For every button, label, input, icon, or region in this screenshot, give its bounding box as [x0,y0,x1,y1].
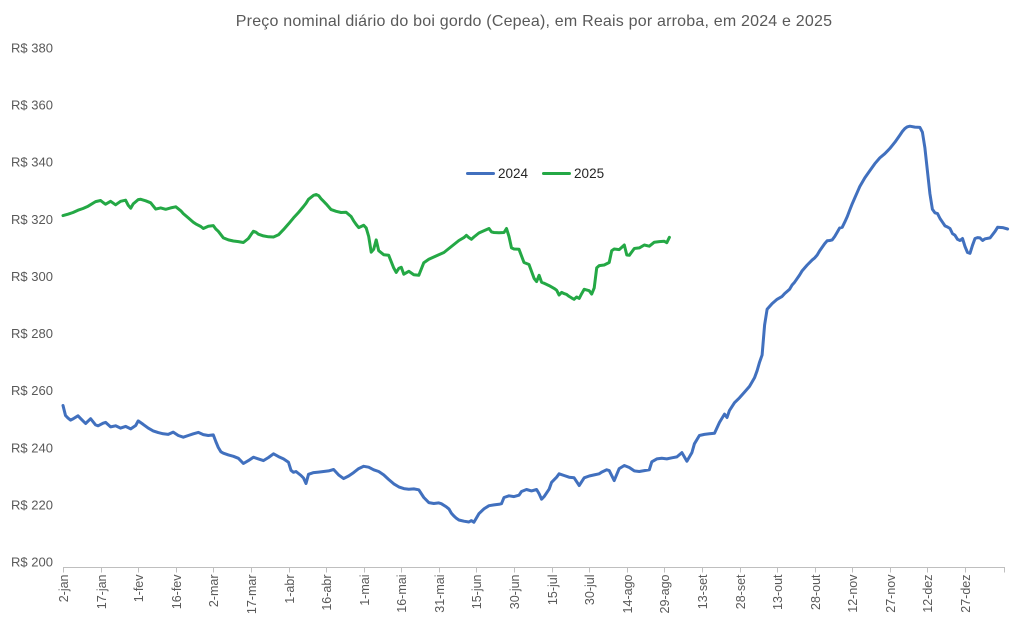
x-tick-label: 16-fev [170,574,184,609]
legend-swatch-2024-line-icon [466,172,495,175]
legend-item-2025[interactable]: 2025 [542,166,604,181]
y-tick-label: R$ 380 [11,41,53,56]
x-tick-label: 17-mar [245,575,259,615]
x-tick-label: 27-dez [959,575,973,613]
y-tick-label: R$ 360 [11,98,53,113]
x-tick-label: 28-set [734,574,748,609]
x-tick-label: 16-mai [395,575,409,613]
series-line-2024[interactable] [61,124,1010,524]
x-tick-label: 27-nov [884,574,898,613]
x-tick-label: 1-mai [358,575,372,606]
y-tick-label: R$ 300 [11,269,53,284]
x-tick-label: 1-abr [283,575,297,604]
chart-legend: 2024 2025 [466,166,604,181]
series-line-2025[interactable] [61,193,671,301]
y-tick-label: R$ 240 [11,440,53,455]
y-tick-label: R$ 340 [11,155,53,170]
x-tick-label: 2-mar [207,575,221,608]
x-tick-label: 17-jan [95,574,109,609]
x-tick-label: 14-ago [621,574,635,613]
x-tick-label: 30-jun [508,574,522,609]
y-tick-label: R$ 320 [11,212,53,227]
y-tick-label: R$ 280 [11,326,53,341]
x-tick-label: 28-out [809,574,823,610]
y-tick-label: R$ 200 [11,555,53,570]
x-tick-label: 13-set [696,574,710,609]
legend-label-2025: 2025 [574,166,605,181]
x-tick-label: 2-jan [57,574,71,602]
x-tick-label: 31-mai [433,575,447,613]
x-tick-label: 29-ago [658,574,672,613]
x-tick-label: 12-nov [846,574,860,613]
legend-swatch-2025-line-icon [542,172,572,175]
legend-item-2024[interactable]: 2024 [466,166,528,181]
legend-label-2024: 2024 [498,166,529,181]
chart-title: Preço nominal diário do boi gordo (Cepea… [235,13,833,30]
x-tick-label: 15-jun [470,574,484,609]
x-tick-label: 12-dez [921,575,935,613]
y-tick-label: R$ 260 [11,383,53,398]
y-tick-label: R$ 220 [11,497,53,512]
x-tick-label: 1-fev [132,574,146,603]
x-tick-label: 15-jul [546,575,560,606]
x-tick-label: 16-abr [320,575,334,611]
x-tick-label: 30-jul [583,575,597,606]
x-tick-label: 13-out [771,574,785,610]
